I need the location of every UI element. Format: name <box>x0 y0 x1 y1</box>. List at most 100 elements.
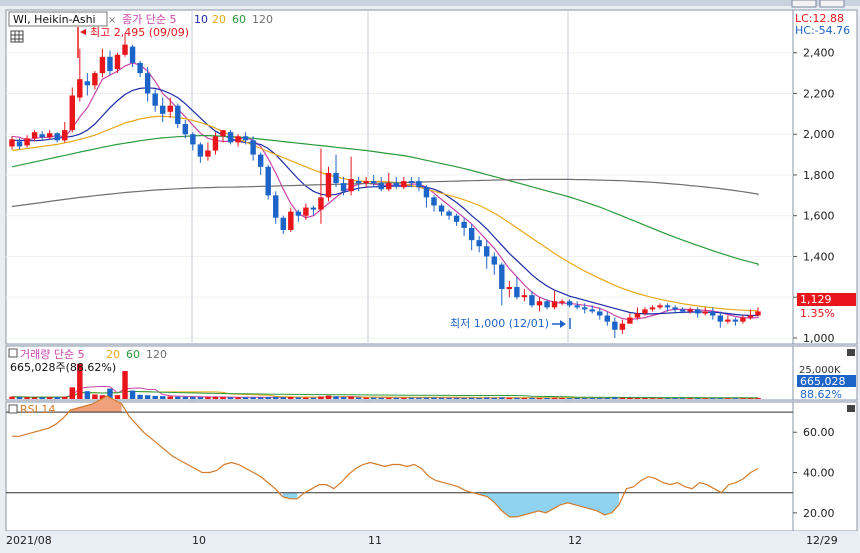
x-axis-label: 2021/08 <box>6 534 52 547</box>
ma-legend-label[interactable]: 종가 단순 5 <box>122 13 176 26</box>
volume-bar <box>679 398 686 399</box>
volume-title[interactable]: 거래량 단순 5 <box>20 348 85 361</box>
volume-bar <box>438 397 445 399</box>
volume-bar <box>529 397 535 399</box>
rsi-panel-icon[interactable] <box>8 404 18 414</box>
volume-bar <box>46 397 53 399</box>
volume-bar <box>39 397 45 399</box>
volume-bar <box>619 397 626 399</box>
volume-axis-label: 25,000K <box>799 365 841 376</box>
candle-body <box>24 138 30 146</box>
rsi-panel-close-icon[interactable] <box>847 405 855 412</box>
candle-body <box>54 133 60 141</box>
rsi-series-line <box>12 395 759 518</box>
candle-body <box>529 295 535 306</box>
volume-ma-20[interactable]: 20 <box>106 348 120 361</box>
ma-legend-10[interactable]: 10 <box>194 13 208 26</box>
candle-body <box>370 181 377 184</box>
ma-legend-60[interactable]: 60 <box>232 13 246 26</box>
volume-bar <box>702 398 708 399</box>
candle-body <box>702 311 708 314</box>
candle-body <box>393 183 400 187</box>
candle-body <box>604 315 611 322</box>
volume-badge-pct: 88.62% <box>800 388 842 401</box>
candle-body <box>107 56 113 72</box>
candle-body <box>205 150 211 157</box>
volume-bar <box>152 395 158 399</box>
volume-bar <box>190 396 196 399</box>
candle-body <box>725 319 731 322</box>
toolbar-button[interactable] <box>819 0 845 8</box>
candle-body <box>220 130 226 137</box>
candle-body <box>657 305 663 308</box>
volume-bar <box>484 397 490 399</box>
candle-body <box>401 181 407 188</box>
volume-bar <box>378 397 384 399</box>
volume-bar <box>84 391 91 399</box>
candle-body <box>167 105 173 112</box>
symbol-label: WI, Heikin-Ashi <box>13 13 96 26</box>
volume-bar <box>197 397 204 399</box>
volume-bar <box>303 397 309 399</box>
rsi-guide-lines <box>6 411 793 494</box>
volume-bar <box>280 397 286 399</box>
top-toolbar-strip <box>0 0 860 6</box>
volume-bar <box>521 397 528 399</box>
price-tick-label: 2,400 <box>803 47 835 60</box>
volume-bar <box>129 390 136 399</box>
volume-bar <box>370 397 377 399</box>
volume-bar <box>755 398 761 399</box>
candle-body <box>574 305 580 308</box>
price-panel[interactable] <box>5 9 794 345</box>
candle-body <box>333 172 339 184</box>
rsi-panel[interactable] <box>5 401 794 532</box>
volume-bar <box>597 398 603 399</box>
toolbar-button[interactable] <box>791 0 817 8</box>
candle-body <box>92 73 98 86</box>
volume-bar <box>205 397 211 399</box>
volume-panel[interactable] <box>5 345 794 401</box>
grid-icon[interactable] <box>10 30 24 43</box>
volume-badge-value: 665,028 <box>800 375 846 388</box>
candle-body <box>581 307 588 310</box>
candle-body <box>408 181 415 184</box>
volume-badge <box>797 375 856 387</box>
candle-body <box>732 319 739 322</box>
rsi-title[interactable]: RSI 14 <box>20 403 55 416</box>
volume-ma-60[interactable]: 60 <box>126 348 140 361</box>
candle-body <box>257 154 264 167</box>
volume-bar <box>581 398 588 399</box>
volume-bar <box>453 397 460 399</box>
x-axis-label: 11 <box>368 534 382 547</box>
candle-body <box>295 211 302 216</box>
volume-bar <box>446 397 452 399</box>
volume-bar <box>340 397 347 399</box>
volume-panel-close-icon[interactable] <box>847 349 855 356</box>
rsi-oversold-fill <box>480 492 619 517</box>
volume-bar <box>333 396 339 399</box>
volume-bars <box>9 363 761 399</box>
candle-body <box>679 309 686 312</box>
candle-body <box>649 307 656 310</box>
volume-panel-icon[interactable] <box>8 348 18 358</box>
ma-legend-20[interactable]: 20 <box>212 13 226 26</box>
candle-body <box>348 179 354 192</box>
close-icon[interactable]: × <box>108 15 116 26</box>
candle-body <box>514 287 520 298</box>
symbol-box[interactable] <box>8 11 108 27</box>
volume-bar <box>634 398 641 399</box>
ma-legend-120[interactable]: 120 <box>252 13 273 26</box>
candle-body <box>468 227 475 241</box>
volume-bar <box>627 397 633 399</box>
candle-body <box>9 139 15 147</box>
volume-bar <box>265 397 271 399</box>
candle-body <box>642 309 648 314</box>
volume-bar <box>182 396 189 399</box>
volume-bar <box>657 398 663 399</box>
volume-ma-120[interactable]: 120 <box>146 348 167 361</box>
x-axis-label: 12/29 <box>806 534 838 547</box>
candle-body <box>280 217 286 230</box>
candle-body <box>242 136 249 141</box>
